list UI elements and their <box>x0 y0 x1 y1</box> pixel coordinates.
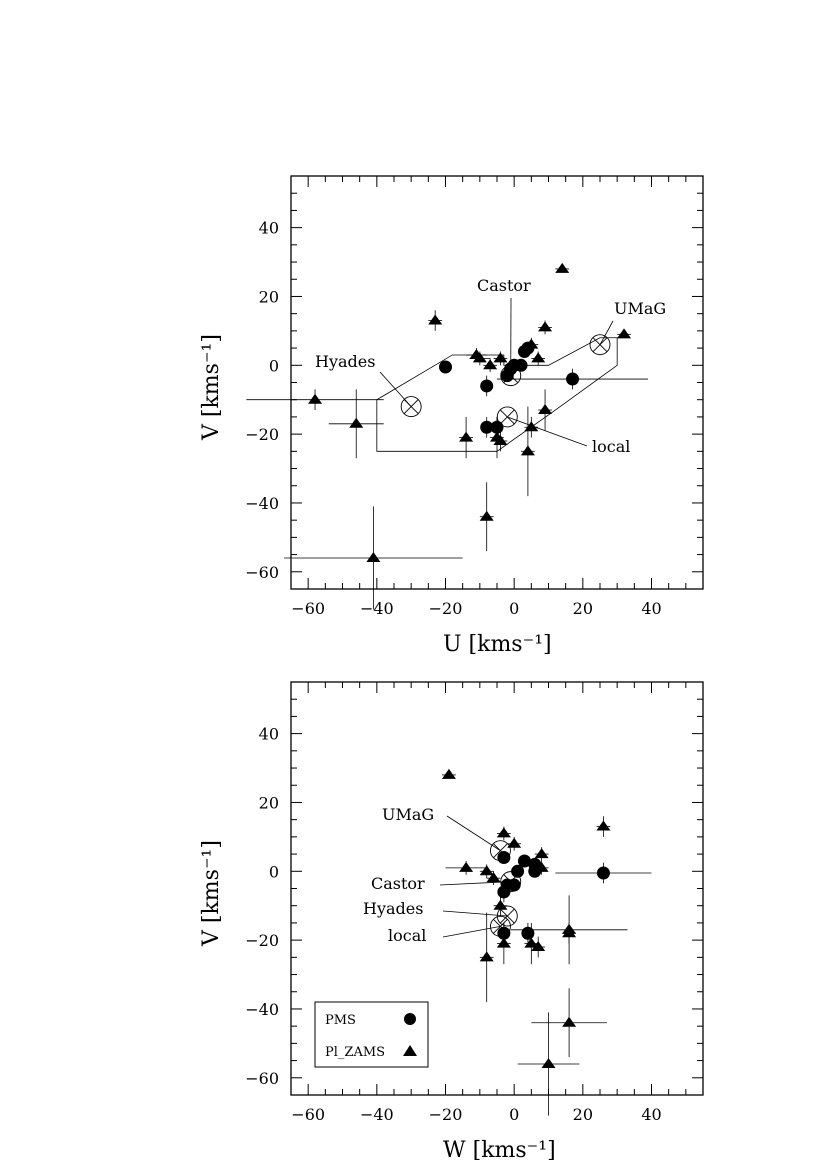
wv-pms-point <box>511 864 525 878</box>
uv-annotation-umag: UMaG <box>614 299 666 318</box>
uv-pl-zams-point <box>538 404 553 415</box>
uv-pl-zams-point <box>524 338 539 349</box>
legend: PMS Pl_ZAMS <box>314 1001 429 1068</box>
uv-pl-zams-point <box>483 359 498 370</box>
wv-x-tick-label: 40 <box>641 1105 661 1124</box>
wv-annotation-local: local <box>388 926 426 945</box>
wv-pms-point <box>596 866 610 880</box>
uv-annotation-leader <box>507 416 588 447</box>
wv-pms-point <box>517 854 531 868</box>
uv-pl-zams-point <box>493 435 508 446</box>
uv-pl-zams-point <box>617 328 632 339</box>
uv-pl-zams-point <box>428 314 443 325</box>
wv-y-tick-label: 20 <box>259 793 279 812</box>
uv-y-tick-label: 40 <box>259 219 279 238</box>
wv-pl-zams-point <box>486 872 501 883</box>
wv-pl-zams-point <box>534 861 549 872</box>
wv-y-tick-label: 0 <box>269 862 279 881</box>
uv-pl-zams-point <box>459 431 474 442</box>
uv-kinematic-box <box>376 337 618 452</box>
wv-y-tick-label: −40 <box>245 1000 279 1019</box>
wv-pl-zams-point <box>531 941 546 952</box>
uv-x-tick-label: 20 <box>573 599 593 618</box>
uv-pl-zams-point <box>531 352 546 363</box>
wv-pms-point <box>521 926 535 940</box>
wv-pl-zams-point <box>507 837 522 848</box>
uv-panel: −60 −40 −20 0 20 40 −60 −40 −20 0 20 40 Castor UMaG H… <box>199 175 704 657</box>
uv-pl-zams-point <box>308 393 323 404</box>
uv-y-tick-label: −60 <box>245 563 279 582</box>
wv-pl-zams-point <box>541 1058 556 1069</box>
wv-annotation-castor: Castor <box>371 874 425 893</box>
wv-x-tick-label: −40 <box>360 1105 394 1124</box>
wv-pl-zams-point <box>459 861 474 872</box>
wv-x-axis-title: W [kms⁻¹] <box>443 1138 556 1163</box>
uv-annotation-leader <box>599 320 614 345</box>
wv-pl-zams-point <box>493 899 508 910</box>
wv-panel: −60 −40 −20 0 20 40 −60 −40 −20 0 20 40 UMaG Castor H… <box>199 681 704 1163</box>
uv-x-axis-title: U [kms⁻¹] <box>443 632 552 657</box>
wv-pl-zams-point <box>596 820 611 831</box>
wv-annotation-umag: UMaG <box>382 805 434 824</box>
uv-x-tick-label: 40 <box>641 599 661 618</box>
wv-pl-zams-point <box>479 865 494 876</box>
wv-pl-zams-point <box>524 937 539 948</box>
wv-annotation-hyades: Hyades <box>363 899 423 918</box>
uv-y-axis-title: V [kms⁻¹] <box>199 334 224 441</box>
wv-x-tick-label: −20 <box>429 1105 463 1124</box>
wv-y-axis-title: V [kms⁻¹] <box>199 840 224 947</box>
wv-annotation-leader <box>442 910 508 917</box>
uv-pl-zams-point <box>520 445 535 456</box>
wv-y-tick-label: −60 <box>245 1069 279 1088</box>
uv-pl-zams-point <box>479 510 494 521</box>
wv-pl-zams-point <box>496 827 511 838</box>
wv-y-tick-label: 40 <box>259 725 279 744</box>
wv-pl-zams-point <box>496 937 511 948</box>
wv-pl-zams-point <box>479 951 494 962</box>
legend-label-pms: PMS <box>325 1013 356 1028</box>
uv-pms-point <box>480 420 494 434</box>
uv-pms-point <box>566 372 580 386</box>
uv-pms-point <box>480 379 494 393</box>
uv-y-tick-label: −20 <box>245 425 279 444</box>
uv-pl-zams-point <box>472 352 487 363</box>
uv-annotation-castor: Castor <box>477 276 531 295</box>
uv-x-tick-label: −40 <box>360 599 394 618</box>
uv-x-tick-label: −20 <box>429 599 463 618</box>
uv-pl-zams-point <box>493 352 508 363</box>
uv-pl-zams-point <box>524 421 539 432</box>
wv-annotation-leader <box>446 815 501 851</box>
uv-y-tick-label: 0 <box>269 356 279 375</box>
uv-pl-zams-point <box>555 262 570 273</box>
wv-pl-zams-point <box>534 848 549 859</box>
wv-pl-zams-point <box>562 927 577 938</box>
wv-y-tick-label: −20 <box>245 931 279 950</box>
wv-pms-point <box>497 851 511 865</box>
uv-pl-zams-point <box>366 552 381 563</box>
uv-pl-zams-point <box>349 417 364 428</box>
uv-annotation-local: local <box>592 437 630 456</box>
uv-annotation-hyades: Hyades <box>315 352 375 371</box>
legend-marker-pms <box>404 1013 416 1025</box>
legend-box <box>314 1001 429 1068</box>
wv-annotation-leader <box>442 925 501 938</box>
uv-annotation-leader <box>379 371 412 407</box>
wv-pl-zams-point <box>441 768 456 779</box>
uv-x-tick-label: −60 <box>291 599 325 618</box>
uv-x-tick-label: 0 <box>509 599 519 618</box>
uv-pl-zams-point <box>538 321 553 332</box>
wv-x-tick-label: 0 <box>509 1105 519 1124</box>
wv-annotation-leader <box>439 881 511 886</box>
uv-y-tick-label: 20 <box>259 287 279 306</box>
uv-y-tick-label: −40 <box>245 494 279 513</box>
wv-pl-zams-point <box>562 1016 577 1027</box>
legend-marker-pl-zams <box>403 1045 417 1056</box>
uv-pms-point <box>439 360 452 374</box>
wv-x-tick-label: −60 <box>291 1105 325 1124</box>
wv-x-tick-label: 20 <box>573 1105 593 1124</box>
legend-label-pl-zams: Pl_ZAMS <box>325 1045 385 1060</box>
